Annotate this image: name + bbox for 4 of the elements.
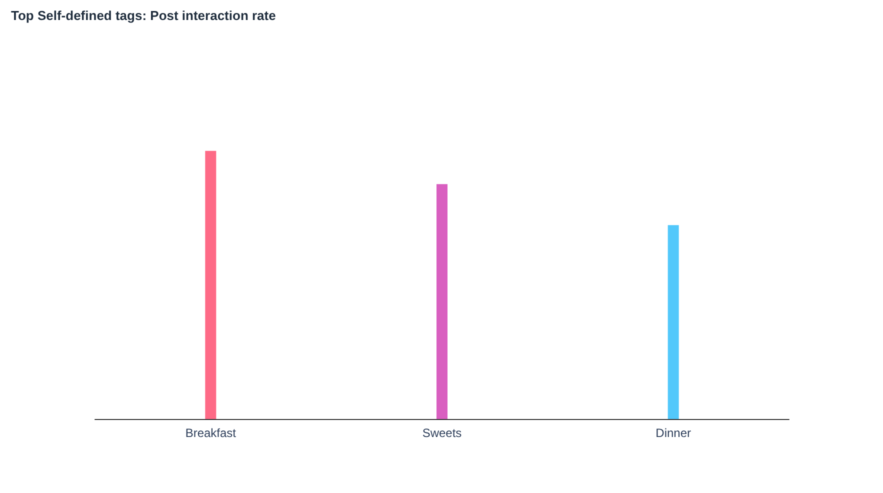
x-tick-label: Dinner: [656, 426, 692, 440]
chart-title: Top Self-defined tags: Post interaction rate: [11, 8, 276, 23]
x-tick-label: Sweets: [422, 426, 462, 440]
x-tick-label: Breakfast: [185, 426, 237, 440]
